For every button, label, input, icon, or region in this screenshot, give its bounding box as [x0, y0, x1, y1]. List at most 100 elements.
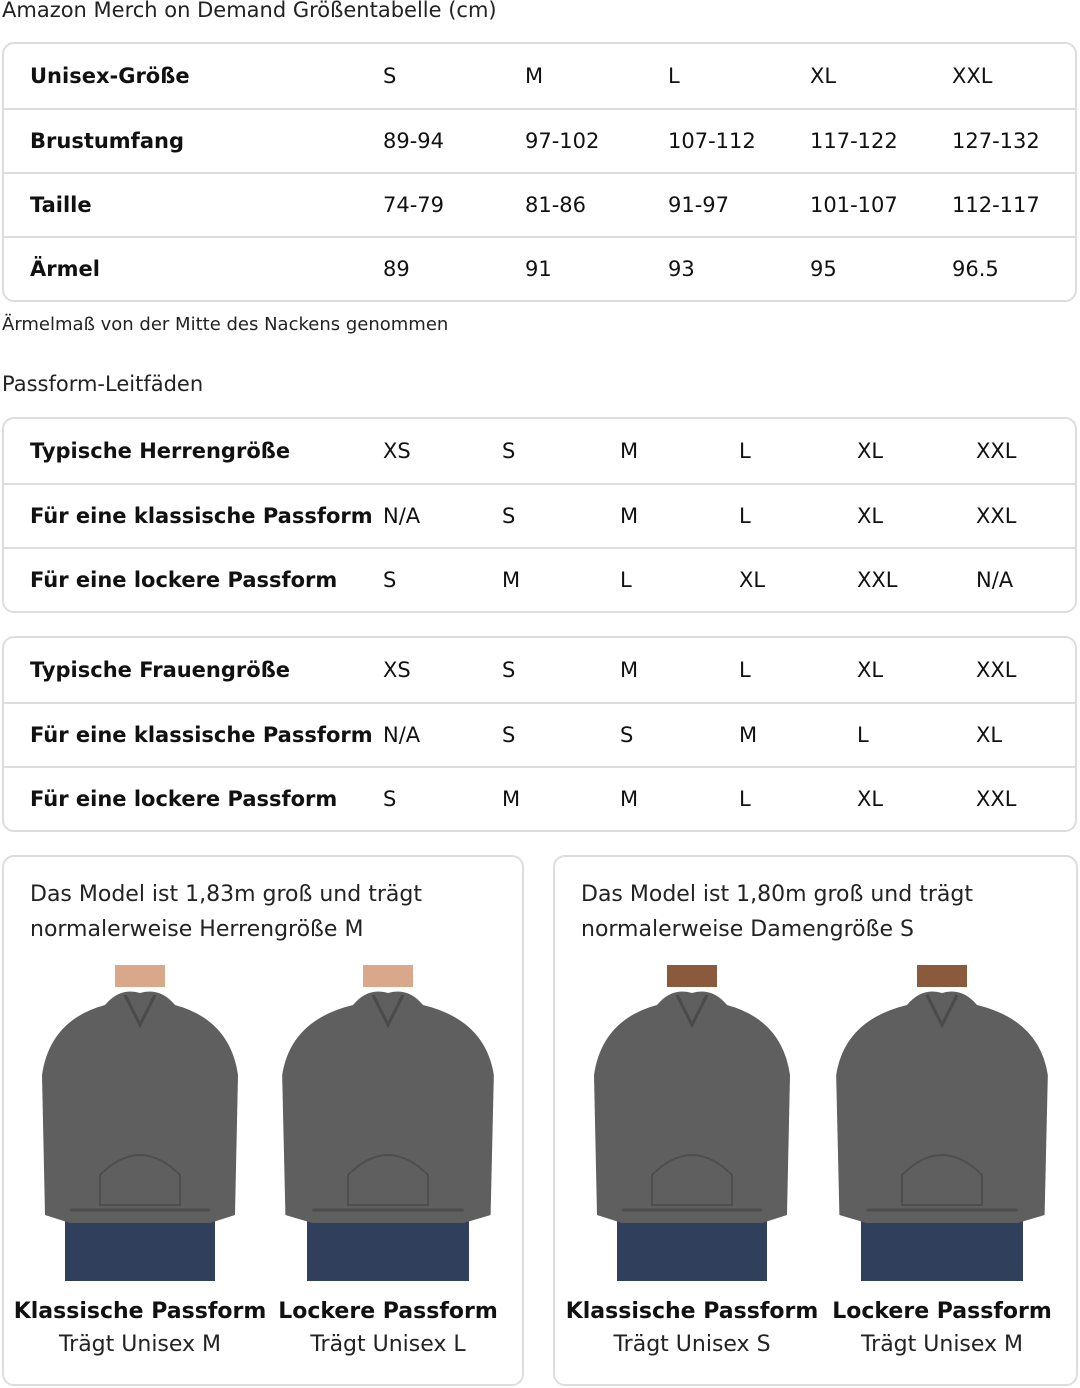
pocket [901, 1154, 983, 1206]
table-cell: 117-122 [810, 129, 898, 153]
table-cell: S [502, 504, 516, 528]
fit-heading: Klassische Passform [565, 1299, 819, 1324]
fit-size: Trägt Unisex M [58, 1332, 222, 1357]
fit-heading: Klassische Passform [13, 1299, 267, 1324]
table-row: Brustumfang 89-94 97-102 107-112 117-122 127-… [4, 108, 1075, 172]
table-cell: XL [739, 568, 766, 592]
table-row: Ärmel 89 91 93 95 96.5 [4, 236, 1075, 300]
table-cell: M [620, 439, 639, 463]
table-cell: M [620, 658, 639, 682]
table-cell: N/A [383, 504, 421, 528]
model-photo [828, 965, 1056, 1281]
model-head [115, 965, 165, 987]
table-cell: XL [857, 439, 884, 463]
row-label: Taille [30, 193, 92, 217]
table-cell: L [739, 787, 751, 811]
page-title: Amazon Merch on Demand Größentabelle (cm… [2, 0, 497, 22]
fit-label: Klassische Passform Trägt Unisex M [10, 1299, 270, 1357]
table-cell: S [383, 64, 397, 88]
table-cell: 95 [810, 257, 837, 281]
row-label: Typische Frauengröße [30, 658, 291, 682]
hoodie [42, 991, 238, 1223]
table-cell: 91-97 [668, 193, 730, 217]
pocket [651, 1154, 733, 1206]
table-cell: XXL [857, 568, 898, 592]
model-head [667, 965, 717, 987]
table-cell: 127-132 [952, 129, 1040, 153]
row-label: Ärmel [30, 257, 100, 281]
table-cell: XL [857, 658, 884, 682]
women-fit-table: Typische Frauengröße XS S M L XL XXL Für eine k… [2, 636, 1077, 832]
table-cell: XXL [976, 658, 1017, 682]
table-cell: S [502, 439, 516, 463]
model-photo [274, 965, 502, 1281]
table-cell: M [620, 504, 639, 528]
fit-heading: Lockere Passform [832, 1299, 1052, 1324]
model-photo [587, 965, 797, 1281]
jeans [617, 1220, 767, 1281]
jeans [65, 1220, 215, 1281]
table-cell: 89 [383, 257, 410, 281]
table-cell: 97-102 [525, 129, 600, 153]
table-cell: 81-86 [525, 193, 587, 217]
women-model-card: Das Model ist 1,80m groß und trägt norma… [553, 855, 1078, 1386]
table-cell: XXL [976, 504, 1017, 528]
table-row: Taille 74-79 81-86 91-97 101-107 112-117 [4, 172, 1075, 236]
row-label: Für eine klassische Passform [30, 723, 373, 747]
table-cell: M [739, 723, 758, 747]
model-description: Das Model ist 1,83m groß und trägt norma… [30, 882, 422, 942]
fit-size: Trägt Unisex S [613, 1332, 771, 1357]
pocket [99, 1154, 181, 1206]
table-cell: M [620, 787, 639, 811]
row-label: Typische Herrengröße [30, 439, 291, 463]
jeans [307, 1220, 469, 1281]
table-cell: 112-117 [952, 193, 1040, 217]
fit-section-title: Passform-Leitfäden [2, 372, 204, 396]
hoodie [594, 991, 790, 1223]
model-figure [582, 965, 802, 1281]
fit-size: Trägt Unisex L [310, 1332, 466, 1357]
row-label: Für eine lockere Passform [30, 568, 338, 592]
men-fit-table: Typische Herrengröße XS S M L XL XXL Für eine k… [2, 417, 1077, 613]
table-cell: XS [383, 439, 411, 463]
row-label: Unisex-Größe [30, 64, 190, 88]
table-cell: M [502, 787, 521, 811]
men-model-card: Das Model ist 1,83m groß und trägt norma… [2, 855, 524, 1386]
hoodie [282, 991, 494, 1223]
table-cell: N/A [383, 723, 421, 747]
table-cell: 91 [525, 257, 552, 281]
table-row: Typische Frauengröße XS S M L XL XXL [4, 638, 1075, 702]
fit-size: Trägt Unisex M [860, 1332, 1024, 1357]
table-cell: 101-107 [810, 193, 898, 217]
table-cell: L [857, 723, 869, 747]
table-cell: L [739, 658, 751, 682]
model-figure [30, 965, 250, 1281]
table-cell: XL [857, 504, 884, 528]
table-row: Für eine lockere Passform S M M L XL XXL [4, 766, 1075, 830]
table-cell: S [383, 568, 397, 592]
table-cell: XXL [976, 787, 1017, 811]
table-cell: XL [976, 723, 1003, 747]
table-row: Für eine klassische Passform N/A S M L XL XXL [4, 483, 1075, 547]
table-row: Unisex-Größe S M L XL XXL [4, 44, 1075, 108]
model-figure [828, 965, 1056, 1281]
row-label: Für eine lockere Passform [30, 787, 338, 811]
sleeve-caption: Ärmelmaß von der Mitte des Nackens genom… [2, 314, 449, 335]
model-head [917, 965, 967, 987]
table-row: Für eine lockere Passform S M L XL XXL N/A [4, 547, 1075, 611]
table-row: Typische Herrengröße XS S M L XL XXL [4, 419, 1075, 483]
fit-label: Lockere Passform Trägt Unisex L [258, 1299, 518, 1357]
jeans [861, 1220, 1023, 1281]
table-cell: 89-94 [383, 129, 445, 153]
table-row: Für eine klassische Passform N/A S S M L XL [4, 702, 1075, 766]
table-cell: S [502, 723, 516, 747]
table-cell: S [383, 787, 397, 811]
table-cell: L [668, 64, 680, 88]
table-cell: L [620, 568, 632, 592]
table-cell: S [502, 658, 516, 682]
model-figure [274, 965, 502, 1281]
fit-label: Lockere Passform Trägt Unisex M [812, 1299, 1072, 1357]
table-cell: M [525, 64, 544, 88]
model-head [363, 965, 413, 987]
table-cell: XXL [976, 439, 1017, 463]
